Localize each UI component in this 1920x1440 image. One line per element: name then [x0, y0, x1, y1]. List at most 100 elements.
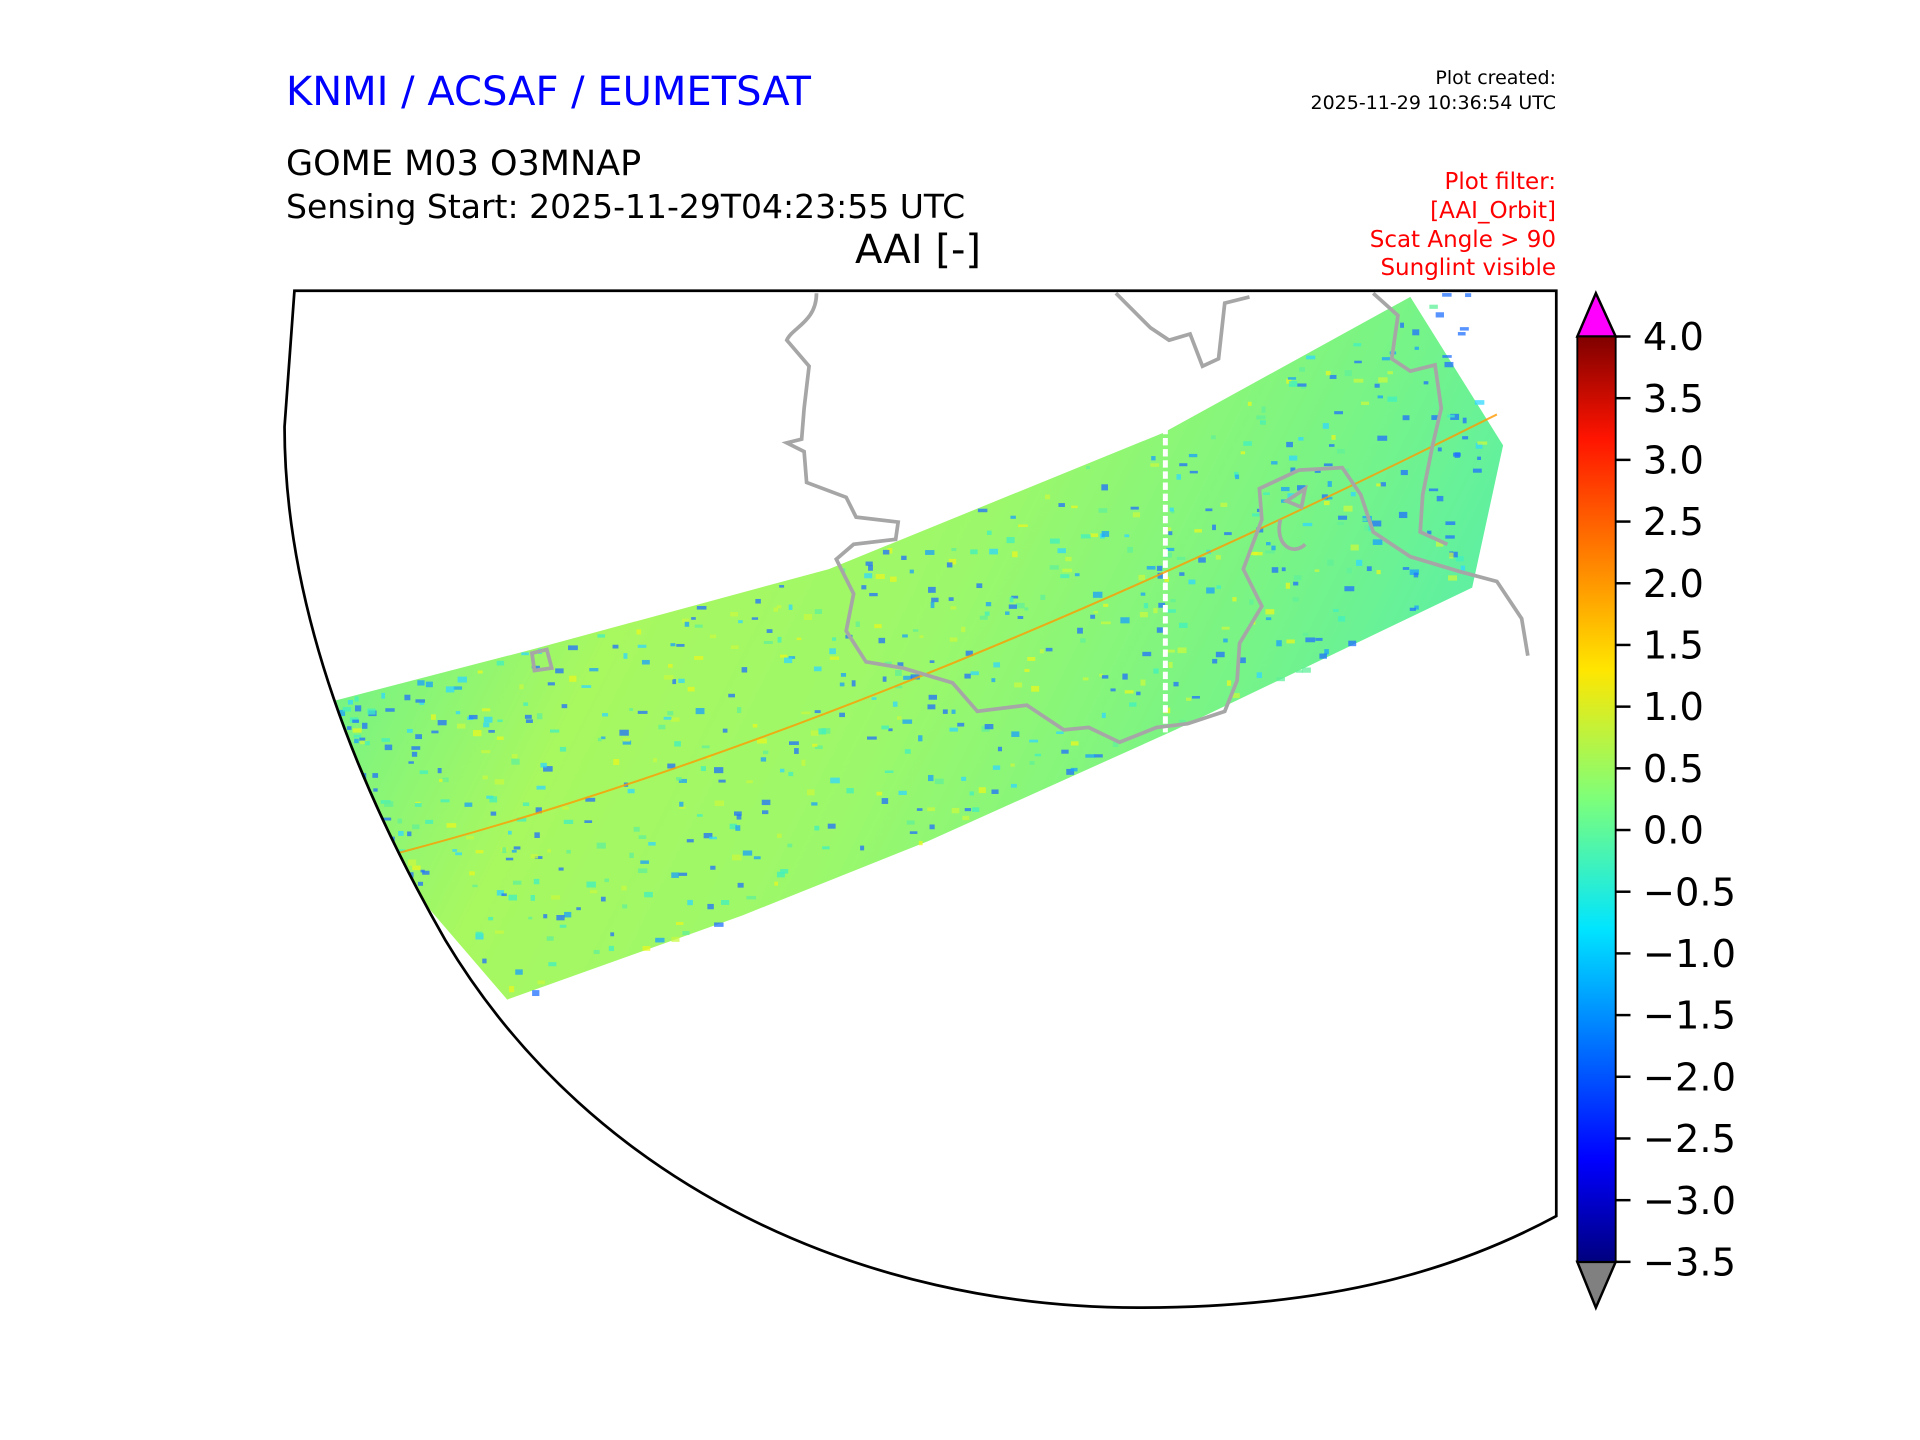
aai-pixel — [637, 710, 648, 714]
aai-pixel — [490, 811, 497, 816]
aai-pixel — [522, 802, 530, 807]
colorbar-tick-label: 0.5 — [1643, 747, 1704, 792]
aai-pixel — [623, 653, 628, 659]
aai-pixel — [533, 878, 540, 885]
aai-pixel — [530, 894, 536, 901]
aai-pixel — [352, 719, 360, 723]
aai-pixel — [741, 667, 748, 673]
aai-pixel — [1288, 455, 1298, 461]
aai-pixel — [1049, 565, 1059, 570]
aai-pixel — [597, 737, 602, 742]
aai-pixel — [776, 605, 782, 609]
aai-pixel — [1142, 651, 1152, 657]
aai-pixel — [475, 850, 484, 854]
aai-pixel — [1234, 471, 1239, 478]
aai-pixel — [868, 565, 873, 571]
aai-pixel — [948, 597, 954, 601]
aai-pixel — [918, 735, 923, 742]
aai-pixel — [1372, 539, 1383, 545]
aai-pixel — [442, 777, 449, 783]
aai-pixel — [696, 606, 707, 610]
aai-pixel — [1361, 401, 1370, 405]
aai-pixel — [1039, 649, 1044, 654]
aai-pixel — [1056, 731, 1064, 735]
aai-pixel — [796, 637, 802, 641]
aai-pixel — [1173, 681, 1179, 687]
aai-pixel — [676, 922, 684, 926]
aai-pixel — [509, 986, 515, 993]
aai-pixel — [839, 712, 845, 718]
aai-pixel — [696, 814, 703, 817]
aai-pixel — [684, 621, 690, 627]
aai-pixel — [561, 704, 568, 709]
aai-pixel — [472, 730, 482, 737]
aai-pixel — [777, 636, 782, 643]
aai-pixel — [350, 792, 358, 798]
aai-pixel — [627, 788, 635, 794]
filter-line: Scat Angle > 90 — [1369, 226, 1556, 253]
aai-pixel — [385, 708, 395, 712]
colorbar-tick-label: −0.5 — [1643, 870, 1736, 915]
aai-pixel — [694, 656, 704, 660]
aai-pixel — [674, 741, 681, 747]
aai-pixel — [1120, 617, 1130, 624]
aai-pixels — [332, 293, 1488, 997]
aai-pixel — [869, 592, 878, 597]
aai-pixel — [1321, 494, 1328, 500]
aai-pixel — [1256, 672, 1262, 679]
aai-pixel — [1221, 626, 1230, 630]
aai-pixel — [728, 693, 735, 698]
aai-pixel — [1412, 329, 1420, 336]
aai-pixel — [991, 678, 996, 683]
aai-pixel — [1034, 753, 1042, 757]
aai-pixel — [1400, 469, 1408, 476]
aai-pixel — [846, 788, 854, 794]
aai-pixel — [682, 931, 690, 936]
aai-pixel — [586, 881, 596, 888]
aai-pixel — [537, 980, 545, 985]
aai-pixel — [469, 871, 475, 876]
aai-pixel — [1176, 556, 1186, 560]
aai-pixel — [445, 686, 455, 693]
aai-pixel — [970, 549, 978, 555]
aai-pixel — [1040, 594, 1046, 600]
aai-pixel — [993, 662, 1001, 668]
colorbar-over-extension — [1575, 290, 1618, 338]
aai-pixel — [1366, 566, 1372, 572]
aai-pixel — [1215, 651, 1225, 658]
aai-pixel — [593, 949, 600, 954]
aai-pixel — [524, 714, 532, 719]
aai-pixel — [475, 931, 483, 938]
aai-pixel — [780, 869, 789, 874]
aai-pixel — [787, 843, 793, 848]
aai-pixel — [860, 845, 865, 851]
aai-pixel — [876, 791, 883, 796]
aai-pixel — [1188, 453, 1198, 458]
aai-pixel — [918, 841, 923, 846]
aai-pixel — [1124, 690, 1134, 694]
aai-pixel — [398, 830, 404, 836]
aai-pixel — [1376, 569, 1381, 575]
aai-pixel — [671, 872, 679, 878]
aai-pixel — [667, 763, 676, 769]
aai-pixel — [581, 685, 592, 688]
aai-pixel — [779, 768, 785, 773]
aai-pixel — [576, 907, 581, 911]
aai-pixel — [1058, 503, 1065, 507]
aai-pixel — [1297, 485, 1306, 491]
aai-pixel — [563, 819, 574, 825]
aai-pixel — [949, 637, 958, 642]
plot-created-time: 2025-11-29 10:36:54 UTC — [1310, 91, 1557, 114]
aai-pixel — [977, 508, 988, 513]
aai-pixel — [612, 644, 619, 649]
aai-pixel — [1018, 524, 1028, 528]
aai-pixel — [1010, 763, 1015, 767]
aai-pixel — [472, 884, 478, 888]
aai-pixel — [942, 709, 948, 714]
aai-pixel — [878, 637, 886, 644]
aai-pixel — [347, 699, 353, 705]
aai-pixel — [1286, 639, 1295, 644]
aai-pixel — [516, 817, 527, 822]
plot-created: Plot created: 2025-11-29 10:36:54 UTC — [1311, 66, 1557, 115]
aai-pixel — [961, 776, 967, 781]
